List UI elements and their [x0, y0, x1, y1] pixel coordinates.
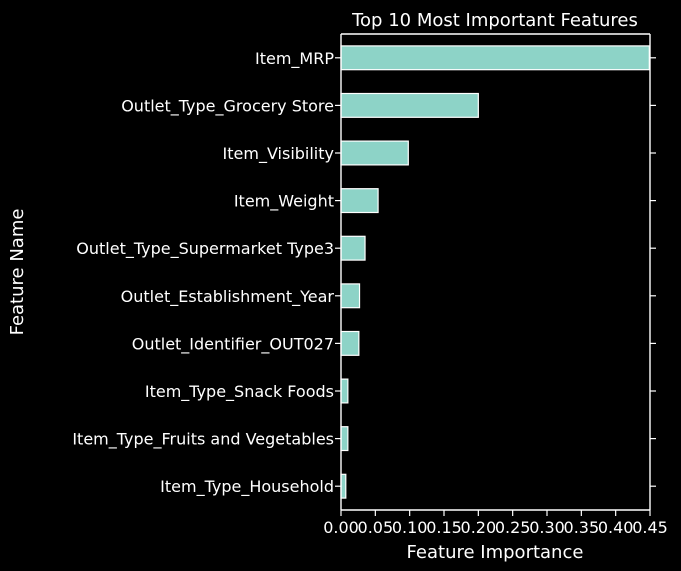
x-tick-label: 0.00 — [323, 518, 359, 537]
bar — [340, 426, 349, 452]
x-axis-title: Feature Importance — [407, 542, 584, 563]
y-tick-label: Outlet_Type_Grocery Store — [121, 96, 334, 116]
x-tick-label: 0.20 — [461, 518, 497, 537]
bar — [340, 473, 347, 499]
x-tick-label: 0.45 — [632, 518, 668, 537]
y-tick-label: Item_Type_Household — [160, 477, 334, 497]
y-tick-label: Outlet_Identifier_OUT027 — [132, 334, 334, 354]
bar — [340, 378, 349, 404]
bar — [340, 188, 379, 214]
y-tick-label: Item_Visibility — [223, 144, 334, 164]
bar — [340, 235, 366, 261]
y-tick-label: Outlet_Establishment_Year — [121, 287, 335, 307]
bar — [340, 45, 650, 71]
y-axis-title: Feature Name — [7, 209, 28, 336]
plot-area: Item_MRP Outlet_Type_Grocery Store Item_Vi… — [72, 33, 668, 537]
bar — [340, 330, 360, 356]
y-tick-label: Item_Type_Snack Foods — [145, 382, 334, 402]
chart-title: Top 10 Most Important Features — [351, 10, 638, 31]
x-tick-label: 0.10 — [392, 518, 428, 537]
x-tick-label: 0.25 — [495, 518, 531, 537]
bar — [340, 283, 361, 309]
y-tick-label: Item_Type_Fruits and Vegetables — [72, 430, 334, 450]
y-tick-label: Item_MRP — [255, 49, 334, 69]
x-tick-label: 0.40 — [598, 518, 634, 537]
bar — [340, 92, 479, 118]
x-tick-label: 0.30 — [529, 518, 565, 537]
y-tick-label: Item_Weight — [234, 192, 334, 212]
x-tick-label: 0.35 — [564, 518, 600, 537]
x-tick-label: 0.15 — [426, 518, 462, 537]
x-tick-label: 0.05 — [358, 518, 394, 537]
bar — [340, 140, 409, 166]
y-tick-label: Outlet_Type_Supermarket Type3 — [76, 239, 334, 259]
